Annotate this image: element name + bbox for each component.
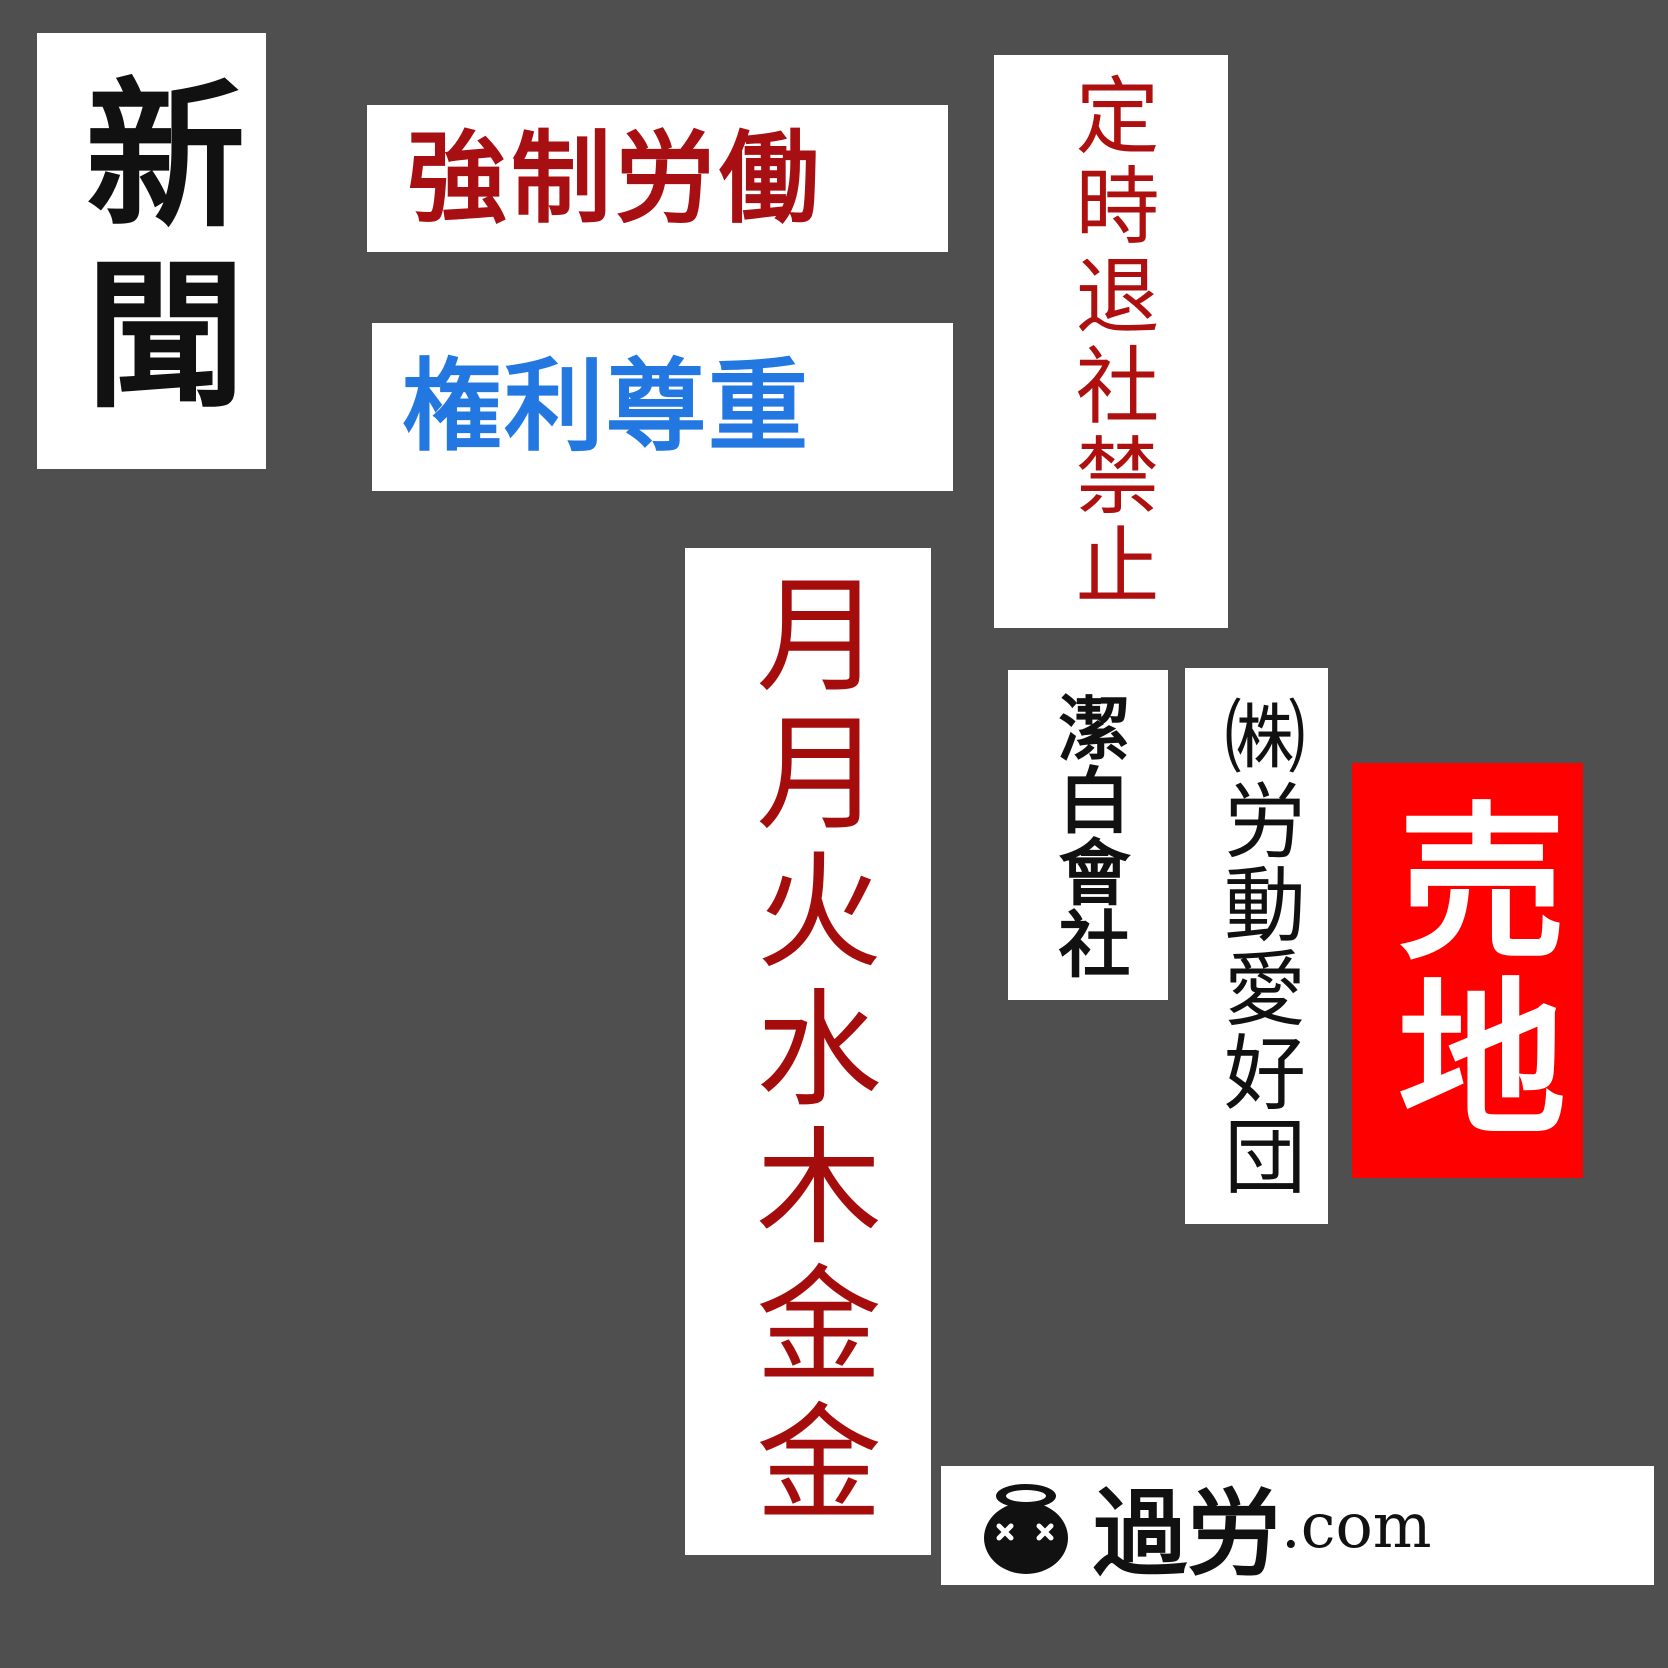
- sign-roudou-aikoudan: ㈱労動愛好団: [1185, 668, 1328, 1224]
- sign-shinbun: 新聞: [37, 33, 266, 469]
- sign-roudou-aikoudan-text: ㈱労動愛好団: [1209, 694, 1305, 1198]
- sign-teiji-taisha-kinshi-text: 定時退社禁止: [1062, 71, 1160, 612]
- dead-face-pot-icon: [984, 1483, 1068, 1574]
- sign-shinbun-text: 新聞: [58, 71, 246, 431]
- sign-kenri-sonchou-text: 権利尊重: [402, 348, 810, 465]
- sign-getsu-getsu-ka-sui-moku-kin-kin: 月月火水木金金: [685, 548, 931, 1555]
- sign-teiji-taisha-kinshi: 定時退社禁止: [994, 55, 1228, 628]
- sign-getsu-text: 月月火水木金金: [735, 568, 882, 1535]
- sign-urichi-text: 売地: [1369, 794, 1566, 1147]
- sign-kyousei-roudou: 強制労働: [367, 105, 948, 252]
- sign-keppaku-kaisha-text: 潔白會社: [1046, 691, 1130, 979]
- sign-keppaku-kaisha: 潔白會社: [1008, 670, 1168, 1000]
- sign-kyousei-roudou-text: 強制労働: [407, 119, 823, 237]
- sign-kenri-sonchou: 権利尊重: [372, 323, 953, 491]
- sign-karou-com: 過労 .com: [941, 1466, 1654, 1589]
- karou-brand: 過労: [1093, 1478, 1282, 1589]
- sign-urichi: 売地: [1352, 763, 1583, 1178]
- karou-tld: .com: [1281, 1489, 1432, 1562]
